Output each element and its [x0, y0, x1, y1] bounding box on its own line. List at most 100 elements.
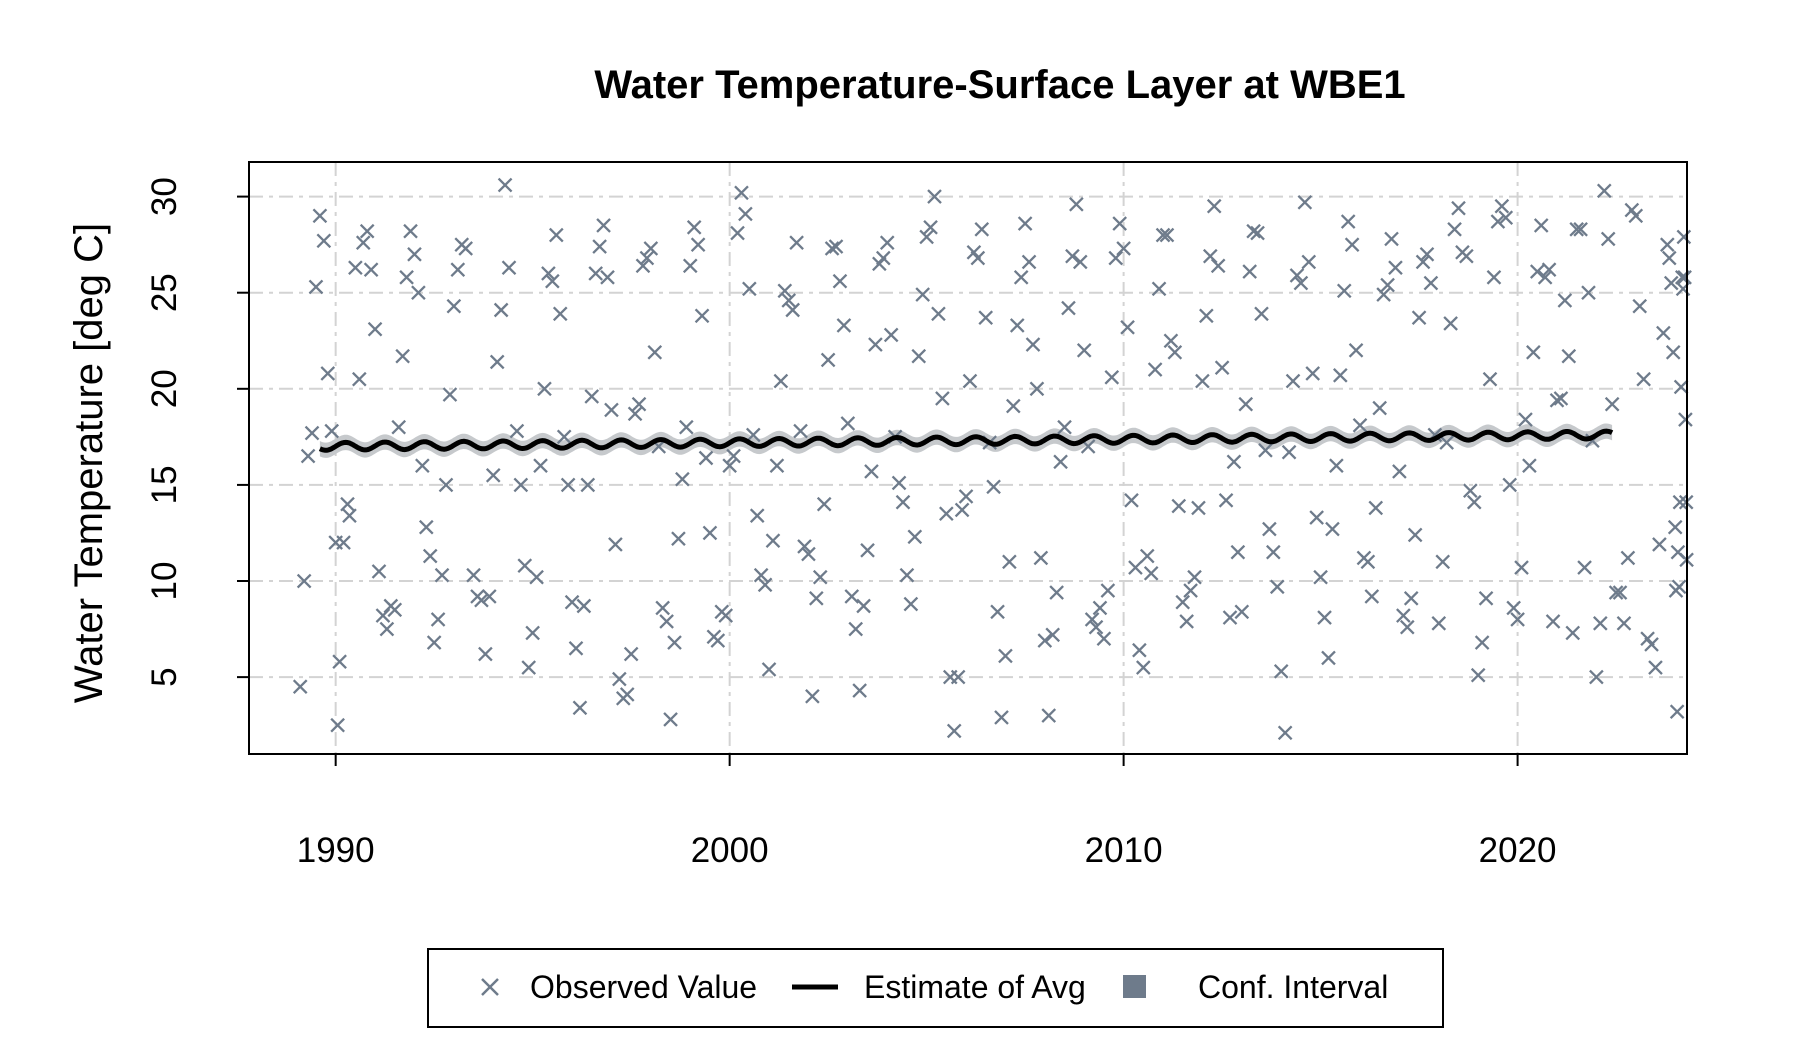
observed-point	[722, 458, 737, 474]
observed-point	[1459, 248, 1474, 264]
observed-point	[1025, 337, 1041, 352]
observed-point	[1644, 637, 1659, 652]
observed-point	[411, 285, 426, 301]
observed-point	[864, 464, 879, 479]
observed-point	[596, 218, 611, 233]
observed-point	[1348, 343, 1364, 358]
observed-point	[1514, 560, 1529, 575]
y-tick-label: 10	[145, 562, 184, 601]
x-tick-label: 2020	[1479, 831, 1557, 870]
observed-point	[489, 354, 505, 370]
observed-point	[1254, 306, 1269, 322]
observed-point	[939, 506, 954, 522]
observed-point	[1403, 590, 1419, 606]
observed-point	[1108, 250, 1124, 266]
observed-point	[608, 537, 623, 552]
observed-point	[1317, 610, 1332, 625]
observed-point	[738, 206, 753, 222]
observed-point	[647, 344, 663, 360]
observed-point	[308, 279, 324, 295]
observed-point	[1301, 254, 1317, 270]
observed-point	[1632, 298, 1648, 314]
y-tick-label: 30	[145, 177, 184, 216]
observed-point	[580, 477, 596, 493]
observed-point	[1482, 371, 1498, 387]
observed-point	[342, 508, 357, 523]
observed-point	[868, 337, 883, 352]
observed-point	[1652, 537, 1667, 552]
observed-point	[466, 567, 481, 583]
observed-point	[619, 687, 635, 702]
observed-point	[1676, 229, 1692, 245]
observed-point	[548, 227, 564, 243]
observed-point	[1384, 231, 1399, 247]
observed-point	[521, 660, 537, 675]
observed-point	[434, 567, 450, 583]
observed-point	[1293, 275, 1309, 291]
observed-point	[970, 250, 986, 266]
observed-point	[836, 318, 852, 333]
observed-point	[1541, 262, 1557, 277]
observed-point	[1388, 260, 1403, 276]
observed-point	[1262, 521, 1277, 537]
observed-point	[552, 306, 568, 322]
observed-point	[1210, 258, 1226, 274]
observed-point	[1372, 400, 1388, 416]
observed-point	[1289, 268, 1305, 283]
observed-point	[919, 229, 934, 245]
observed-point	[1677, 270, 1692, 285]
observed-point	[600, 270, 615, 285]
observed-point	[1269, 579, 1285, 595]
observed-point	[686, 220, 702, 235]
observed-point	[998, 648, 1013, 664]
observed-point	[1593, 615, 1608, 631]
observed-point	[415, 458, 430, 474]
observed-point	[1049, 585, 1064, 600]
y-tick-label: 20	[145, 369, 184, 408]
observed-point	[485, 467, 501, 483]
observed-point	[1616, 615, 1632, 631]
observed-point	[1340, 214, 1356, 229]
observed-point	[1136, 660, 1151, 675]
observed-point	[749, 508, 765, 523]
observed-point	[726, 448, 741, 464]
observed-point	[525, 625, 540, 641]
observed-point	[1179, 614, 1194, 629]
observed-point	[612, 671, 627, 687]
observed-point	[403, 223, 418, 239]
observed-point	[1533, 218, 1549, 233]
observed-point	[1116, 241, 1131, 256]
x-axis: 1990 2000 2010 2020	[297, 754, 1557, 870]
observed-point	[541, 266, 556, 281]
observed-point	[655, 600, 670, 616]
observed-point	[332, 654, 347, 670]
observed-point	[1143, 566, 1159, 581]
observed-point	[1368, 500, 1384, 516]
observed-point	[1163, 333, 1179, 349]
observed-point	[588, 266, 604, 281]
observed-point	[1510, 612, 1525, 627]
observed-point	[1266, 544, 1281, 560]
observed-point	[1557, 293, 1573, 308]
observed-point	[1380, 277, 1395, 293]
observed-point	[883, 327, 899, 343]
observed-point	[320, 366, 336, 381]
observed-point	[931, 306, 946, 322]
observed-point	[769, 458, 785, 474]
legend-label-observed: Observed Value	[530, 969, 757, 1005]
y-tick-label: 5	[145, 667, 184, 686]
observed-point	[1258, 442, 1273, 458]
observed-point	[1466, 494, 1482, 510]
observed-point	[340, 496, 355, 512]
observed-point	[1041, 708, 1057, 723]
observed-point	[1309, 510, 1324, 525]
observed-point	[1151, 281, 1167, 297]
observed-point	[1673, 379, 1689, 395]
observed-point	[990, 604, 1005, 620]
observed-point	[1376, 287, 1391, 302]
observed-point	[1431, 615, 1447, 631]
observed-point	[946, 723, 962, 739]
observed-point	[675, 471, 690, 487]
observed-point	[1506, 600, 1521, 616]
observed-point	[1100, 583, 1116, 598]
